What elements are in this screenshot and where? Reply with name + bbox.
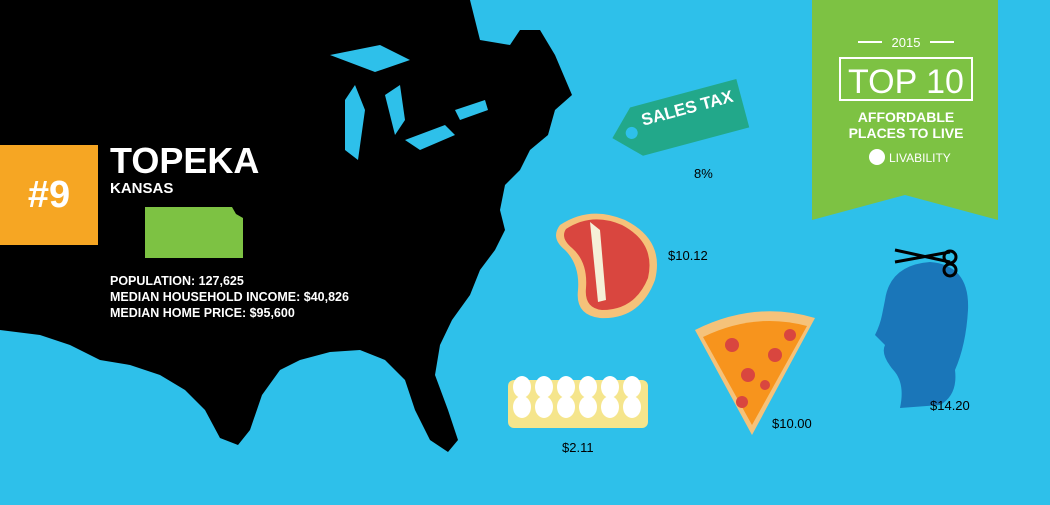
stat: MEDIAN HOME PRICE: $95,600: [110, 306, 295, 320]
steak-icon: [556, 213, 657, 319]
badge-title: TOP 10: [848, 63, 964, 101]
great-lakes: [330, 45, 488, 160]
rank: #9: [28, 174, 70, 216]
stat: MEDIAN HOUSEHOLD INCOME: $40,826: [110, 290, 349, 304]
badge-subtitle: AFFORDABLE: [858, 109, 954, 125]
state: KANSAS: [110, 180, 173, 197]
price: $10.00: [772, 416, 812, 431]
pizza-icon: [695, 311, 815, 435]
price: $2.11: [562, 440, 594, 455]
title-frame: [839, 57, 973, 101]
badge-brand: LIVABILITY: [889, 151, 951, 165]
us-map: [0, 0, 572, 452]
eggs-icon: [508, 376, 648, 428]
badge-subtitle: PLACES TO LIVE: [849, 125, 964, 141]
rank-box: [0, 145, 98, 245]
price: $10.12: [668, 248, 708, 263]
price: 8%: [694, 166, 713, 181]
stat: POPULATION: 127,625: [110, 274, 244, 288]
badge-year: 2015: [892, 35, 921, 50]
badge: [812, 0, 998, 220]
price: $14.20: [930, 398, 970, 413]
city: TOPEKA: [110, 140, 259, 181]
brand-logo: [869, 149, 885, 165]
state-shape: [145, 207, 243, 258]
tag-icon: SALES TAX: [612, 79, 750, 156]
haircut-icon: [875, 248, 969, 408]
